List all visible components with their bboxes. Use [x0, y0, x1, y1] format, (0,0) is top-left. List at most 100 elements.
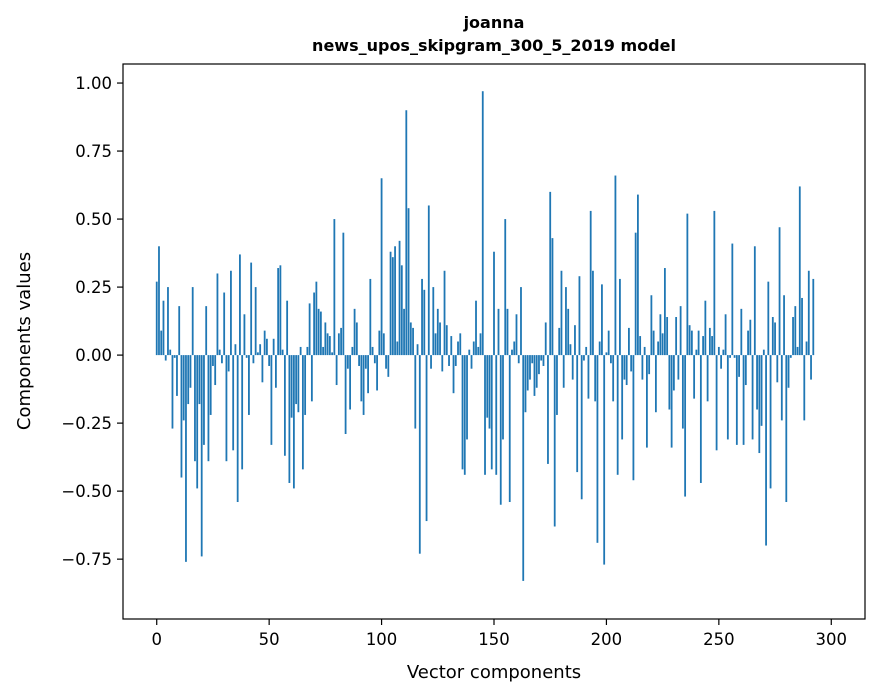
bar	[472, 341, 475, 356]
bar	[688, 325, 691, 356]
bar	[596, 355, 599, 543]
bar	[776, 355, 779, 383]
bar	[479, 333, 482, 356]
bar	[155, 281, 158, 356]
bar	[735, 355, 738, 445]
bar	[787, 355, 790, 388]
bar	[605, 352, 608, 356]
bar	[308, 303, 311, 356]
bar	[612, 355, 615, 402]
bar	[239, 254, 241, 356]
bar	[344, 355, 347, 434]
bar	[810, 355, 812, 380]
bar	[326, 333, 329, 356]
bar	[720, 355, 722, 369]
bar	[641, 355, 644, 380]
bar	[744, 355, 747, 386]
bar	[230, 270, 232, 356]
bar	[335, 355, 338, 386]
bar	[493, 251, 495, 356]
bar	[529, 355, 531, 380]
bar	[257, 352, 259, 356]
bar	[454, 355, 457, 366]
y-tick-label: 0.50	[75, 210, 112, 229]
bar	[212, 355, 214, 366]
bar	[421, 278, 423, 356]
bar	[677, 355, 680, 380]
bar	[382, 333, 385, 356]
bar	[295, 355, 298, 405]
bar	[310, 355, 313, 402]
x-tick-label: 0	[151, 630, 162, 649]
bar	[668, 355, 671, 410]
bar	[432, 287, 435, 356]
bar	[558, 327, 561, 356]
bar	[490, 355, 493, 470]
bar	[349, 355, 351, 410]
bar	[448, 355, 450, 366]
bar	[225, 355, 228, 462]
bar	[648, 355, 651, 375]
bar	[234, 344, 237, 356]
bar	[283, 355, 286, 456]
bar	[751, 355, 754, 440]
bar	[286, 300, 289, 356]
bar	[699, 355, 702, 483]
bar	[214, 355, 217, 386]
bar	[679, 306, 682, 356]
bar	[477, 346, 480, 356]
bar	[569, 344, 572, 356]
bar	[371, 346, 374, 356]
bar	[726, 355, 729, 440]
bar	[722, 349, 725, 356]
bar	[412, 327, 414, 356]
bar	[713, 210, 716, 356]
bar	[511, 349, 513, 356]
bar	[391, 257, 394, 356]
bar	[250, 262, 253, 356]
bar	[185, 355, 187, 562]
bar	[684, 355, 687, 497]
bar	[643, 346, 646, 356]
bar	[216, 273, 219, 356]
bar	[592, 270, 594, 356]
bar	[693, 355, 696, 399]
bar	[394, 246, 396, 356]
bar	[385, 355, 387, 369]
bar	[807, 270, 810, 356]
bar	[733, 355, 736, 358]
bar	[502, 355, 504, 440]
bar	[630, 355, 633, 372]
bar	[574, 325, 576, 356]
chart-title: joanna	[463, 13, 525, 32]
bar	[657, 341, 660, 356]
bar	[789, 355, 792, 358]
bar	[742, 355, 745, 445]
bar	[160, 330, 163, 356]
x-tick-label: 300	[816, 630, 848, 649]
bar	[180, 355, 183, 478]
bar	[486, 355, 489, 418]
bar	[731, 243, 734, 356]
bar	[252, 355, 255, 364]
bar	[542, 355, 545, 366]
bar	[191, 287, 194, 356]
bar	[254, 287, 257, 356]
bar	[441, 355, 444, 372]
bar	[369, 278, 372, 356]
bar	[783, 295, 785, 356]
bar	[506, 308, 509, 356]
bar	[288, 355, 291, 483]
bar	[333, 219, 336, 356]
bar	[445, 325, 448, 356]
bar	[378, 330, 381, 356]
chart-subtitle: news_upos_skipgram_300_5_2019 model	[312, 36, 676, 55]
bar	[162, 300, 165, 356]
bar	[522, 355, 525, 581]
bar	[241, 355, 244, 470]
bar	[547, 355, 549, 464]
bar	[504, 219, 507, 356]
bar	[196, 355, 199, 489]
bar	[535, 355, 538, 388]
bar	[439, 322, 441, 356]
